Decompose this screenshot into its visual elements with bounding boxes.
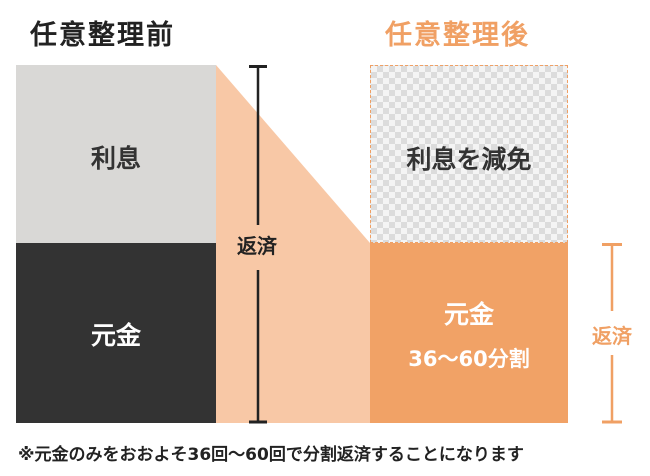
repayment-label-after: 返済 (592, 324, 632, 348)
reduction-connector (216, 65, 370, 423)
repayment-bracket-before (249, 65, 267, 424)
title-after: 任意整理後 (385, 20, 530, 51)
repayment-label-before: 返済 (237, 234, 277, 258)
title-before: 任意整理前 (30, 20, 175, 51)
interest-waived-block: 利息を減免 (370, 65, 568, 243)
interest-label-before: 利息 (90, 144, 141, 173)
principal-label-before: 元金 (90, 321, 141, 350)
installment-label: 36〜60分割 (408, 347, 530, 371)
interest-block-before: 利息 (16, 65, 216, 243)
principal-block-before: 元金 (16, 243, 216, 423)
principal-block-after: 元金 36〜60分割 (370, 243, 568, 423)
interest-waived-label: 利息を減免 (406, 145, 532, 174)
footnote: ※元金のみをおおよそ36回〜60回で分割返済することになります (18, 445, 524, 465)
principal-label-after: 元金 (443, 300, 494, 329)
repayment-bracket-after (602, 243, 622, 424)
